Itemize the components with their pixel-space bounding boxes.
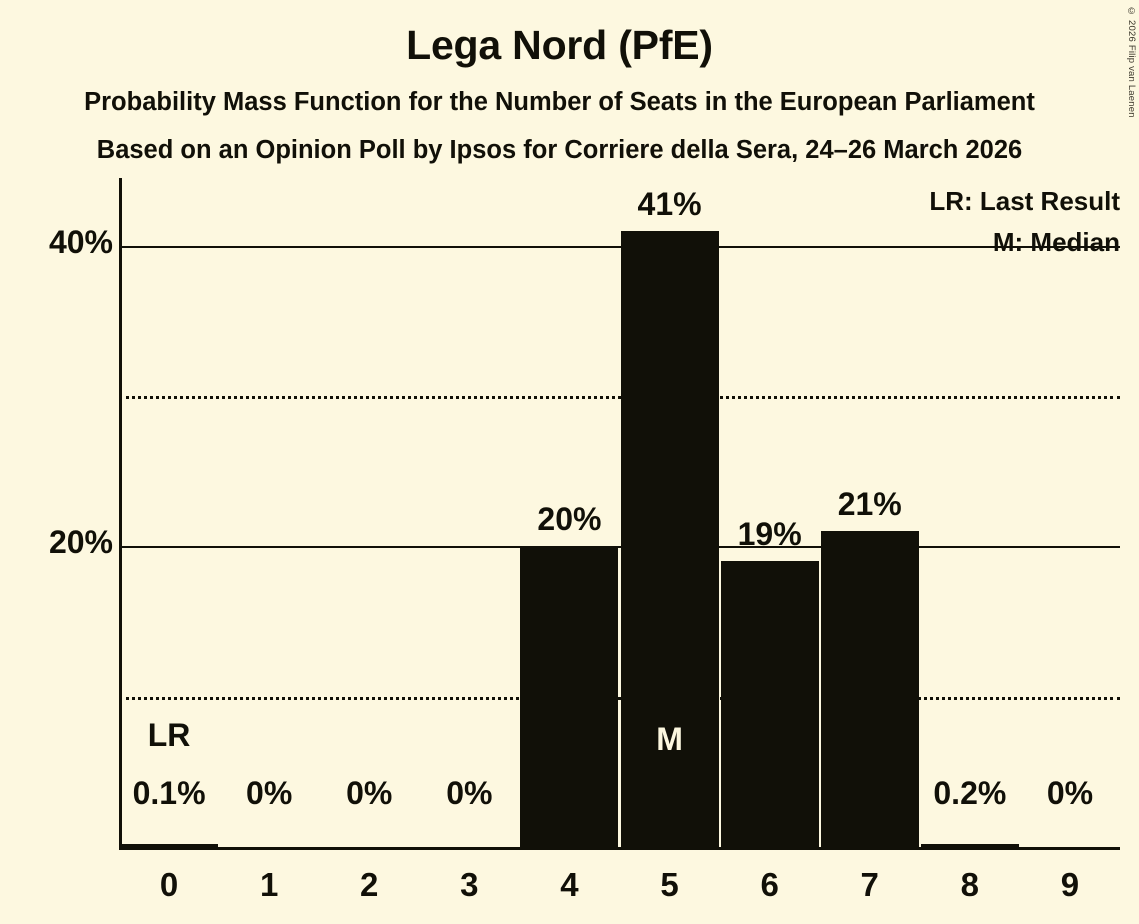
bar[interactable] [920,844,1019,847]
bar-value-label: 0% [346,775,393,811]
bar[interactable] [620,230,719,847]
bar[interactable] [820,531,919,847]
x-tick-label: 2 [360,866,379,903]
bar-value-label: 20% [537,501,602,538]
bar-value-label: 0.1% [132,775,206,811]
x-tick-label: 4 [560,866,579,903]
bar[interactable] [720,561,819,847]
y-tick-label: 40% [48,223,113,260]
y-axis-line [119,178,122,849]
gridline-dotted-10 [119,696,1120,700]
x-tick-label: 5 [660,866,679,903]
legend-median: M: Median [992,227,1120,257]
y-tick-label: 20% [48,524,113,561]
bar-value-label: 19% [737,516,802,553]
gridline-dotted-30 [119,395,1120,399]
median-marker: M [656,721,683,757]
x-tick-label: 3 [460,866,479,903]
gridline-solid-40 [119,245,1120,248]
bar-value-label: 0.2% [933,775,1007,811]
bar-value-label: 21% [837,486,902,523]
x-tick-label: 0 [159,866,179,903]
legend-last-result: LR: Last Result [929,186,1120,216]
chart-source-caption: Based on an Opinion Poll by Ipsos for Co… [96,136,1023,164]
gridline-solid-20 [119,546,1120,549]
x-tick-label: 7 [860,866,879,903]
bar-value-label: 0% [246,775,293,811]
bar[interactable] [120,844,219,847]
bar-value-label: 0% [1046,775,1094,811]
x-axis-baseline [119,847,1120,850]
x-tick-label: 8 [960,866,980,903]
chart-subtitle: Probability Mass Function for the Number… [84,88,1035,116]
plot-area: 0.1% LR 0% 0% 0% 20% 41% M 19% 21% 0.2% 0% [119,178,1120,850]
page-title: Lega Nord (PfE) [406,22,713,68]
bar[interactable] [520,546,619,847]
x-tick-label: 9 [1060,866,1080,903]
bar-value-label: 0% [446,775,493,811]
x-tick-label: 1 [259,866,279,903]
copyright-notice: © 2026 Filip van Laenen [1126,6,1137,118]
bar-value-label: 41% [637,185,702,222]
x-tick-label: 6 [760,866,779,903]
last-result-marker: LR [147,717,191,753]
